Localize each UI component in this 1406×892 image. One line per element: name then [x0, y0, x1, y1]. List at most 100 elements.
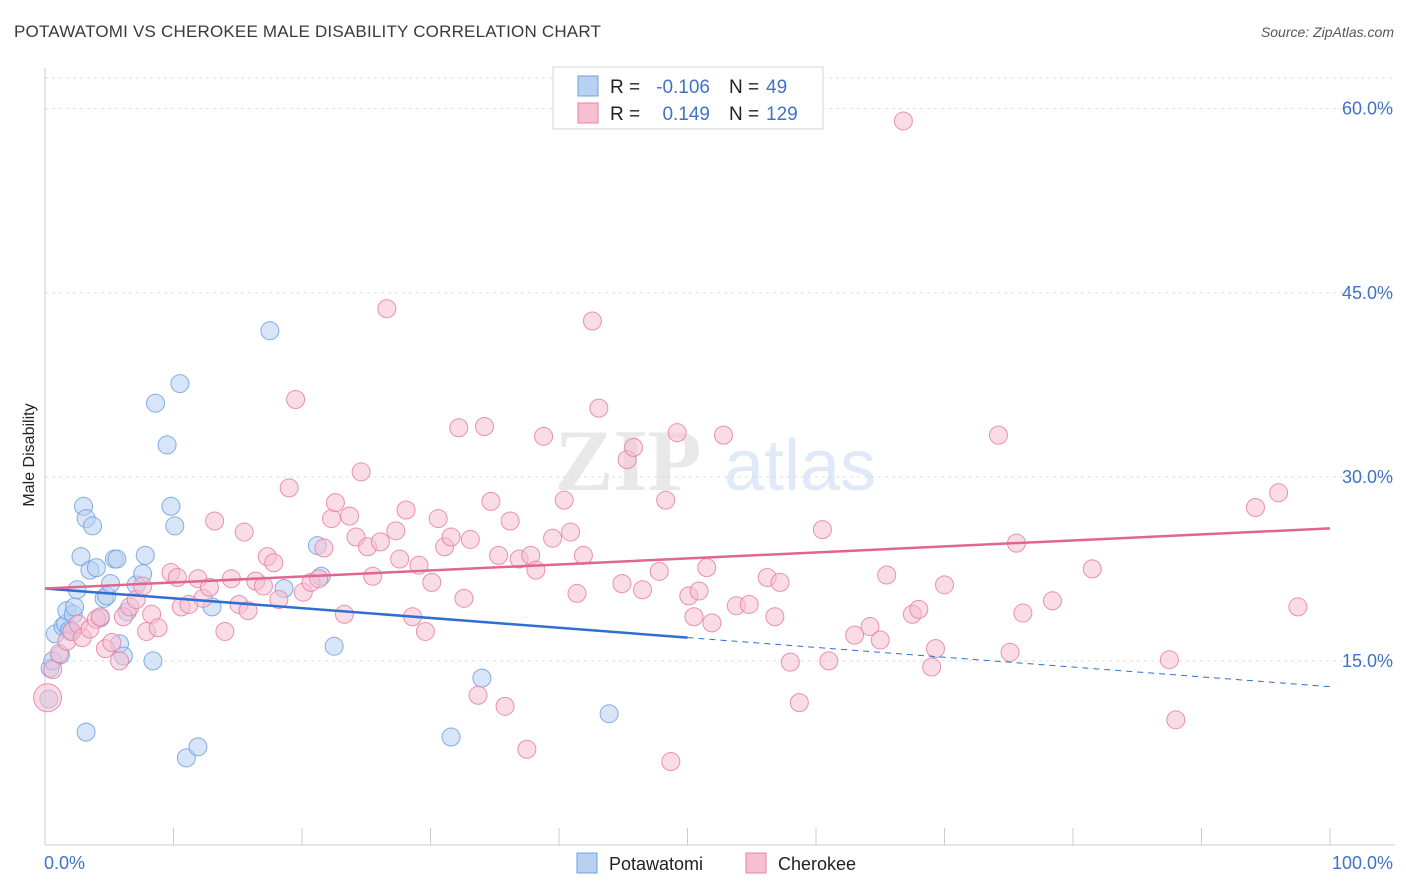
- potawatomi-point: [101, 574, 121, 594]
- cherokee-point: [926, 639, 946, 659]
- y-axis-title: Male Disability: [21, 403, 38, 506]
- cherokee-point: [845, 625, 865, 645]
- bottom-legend-label: Cherokee: [778, 854, 856, 874]
- cherokee-point: [286, 390, 306, 410]
- potawatomi-point: [170, 374, 190, 394]
- cherokee-point: [988, 425, 1008, 445]
- cherokee-point: [1082, 559, 1102, 579]
- potawatomi-point: [76, 722, 96, 742]
- cherokee-point: [661, 752, 681, 772]
- y-tick-label: 45.0%: [1342, 283, 1393, 303]
- tick-labels: 15.0% 30.0% 45.0% 60.0% 0.0% 100.0%: [44, 99, 1393, 873]
- potawatomi-point: [599, 704, 619, 724]
- cherokee-point: [495, 696, 515, 716]
- cherokee-point: [1042, 591, 1062, 611]
- cherokee-point: [474, 417, 494, 437]
- cherokee-point: [1000, 642, 1020, 662]
- cherokee-point: [543, 528, 563, 548]
- cherokee-point: [870, 630, 890, 650]
- cherokee-point: [133, 576, 153, 596]
- cherokee-point: [1245, 498, 1265, 518]
- cherokee-point: [489, 545, 509, 565]
- cherokee-point: [534, 426, 554, 446]
- legend-r-label: R =: [610, 104, 640, 125]
- cherokee-point: [396, 500, 416, 520]
- legend: R = -0.106 N = 49 R = 0.149 N = 129: [552, 66, 824, 130]
- cherokee-point: [877, 565, 897, 585]
- potawatomi-point: [86, 558, 106, 578]
- potawatomi-point: [188, 737, 208, 757]
- cherokee-point: [554, 490, 574, 510]
- cherokee-point: [1159, 650, 1179, 670]
- cherokee-point: [935, 575, 954, 595]
- cherokee-point: [1288, 597, 1308, 617]
- potawatomi-point: [157, 435, 177, 455]
- source-label: Source: ZipAtlas.com: [1260, 24, 1394, 40]
- axes: [44, 68, 1395, 846]
- cherokee-point: [33, 683, 63, 713]
- potawatomi-point: [135, 545, 155, 565]
- cherokee-point: [340, 506, 360, 526]
- legend-r-value: 0.149: [662, 104, 710, 125]
- cherokee-point: [269, 590, 289, 610]
- bottom-legend-swatch: [745, 852, 767, 874]
- cherokee-point: [110, 651, 130, 671]
- cherokee-point: [893, 111, 913, 131]
- chart-title: POTAWATOMI VS CHEROKEE MALE DISABILITY C…: [14, 22, 602, 41]
- cherokee-point: [148, 618, 168, 638]
- cherokee-point: [43, 660, 63, 680]
- cherokee-point: [422, 572, 442, 592]
- potawatomi-trend-extension: [687, 637, 1331, 688]
- cherokee-point: [454, 588, 474, 608]
- cherokee-point: [334, 604, 354, 624]
- legend-n-label: N =: [729, 104, 759, 125]
- cherokee-point: [739, 594, 759, 614]
- data-points: [33, 111, 1308, 772]
- potawatomi-point: [161, 496, 181, 516]
- cherokee-point: [789, 693, 809, 713]
- cherokee-point: [314, 538, 334, 558]
- cherokee-point: [428, 509, 448, 529]
- potawatomi-point: [260, 321, 280, 341]
- cherokee-point: [234, 522, 254, 542]
- legend-n-value: 49: [766, 77, 787, 98]
- bottom-legend-label: Potawatomi: [609, 854, 703, 874]
- cherokee-point: [460, 529, 480, 549]
- cherokee-point: [386, 521, 406, 541]
- cherokee-point: [205, 511, 225, 531]
- y-tick-label: 30.0%: [1342, 467, 1393, 487]
- potawatomi-point: [324, 636, 344, 656]
- potawatomi-point: [107, 549, 127, 569]
- cherokee-point: [573, 545, 593, 565]
- potawatomi-point: [165, 516, 185, 536]
- cherokee-point: [713, 425, 733, 445]
- cherokee-point: [1166, 710, 1186, 730]
- bottom-legend: Potawatomi Cherokee: [576, 852, 856, 874]
- x-tick-label: 100.0%: [1332, 853, 1393, 873]
- cherokee-point: [765, 607, 785, 627]
- watermark-atlas: atlas: [724, 426, 876, 506]
- potawatomi-trend-line: [44, 587, 688, 639]
- cherokee-point: [697, 558, 717, 578]
- cherokee-point: [624, 437, 644, 457]
- cherokee-point: [351, 462, 371, 482]
- cherokee-point: [377, 299, 397, 319]
- potawatomi-point: [146, 393, 166, 413]
- potawatomi-point: [65, 597, 85, 617]
- cherokee-point: [780, 652, 800, 672]
- cherokee-point: [567, 583, 587, 603]
- potawatomi-point: [83, 516, 103, 536]
- cherokee-trend-line: [44, 527, 1331, 590]
- cherokee-point: [589, 398, 609, 418]
- cherokee-point: [860, 617, 880, 637]
- cherokee-point: [612, 574, 632, 594]
- cherokee-point: [922, 657, 942, 677]
- cherokee-point: [633, 580, 653, 600]
- cherokee-point: [238, 601, 258, 621]
- cherokee-point: [199, 577, 219, 597]
- cherokee-point: [500, 511, 520, 531]
- watermark: ZIP atlas: [555, 413, 876, 510]
- cherokee-point: [909, 599, 929, 619]
- cherokee-point: [325, 493, 345, 513]
- cherokee-point: [370, 532, 390, 552]
